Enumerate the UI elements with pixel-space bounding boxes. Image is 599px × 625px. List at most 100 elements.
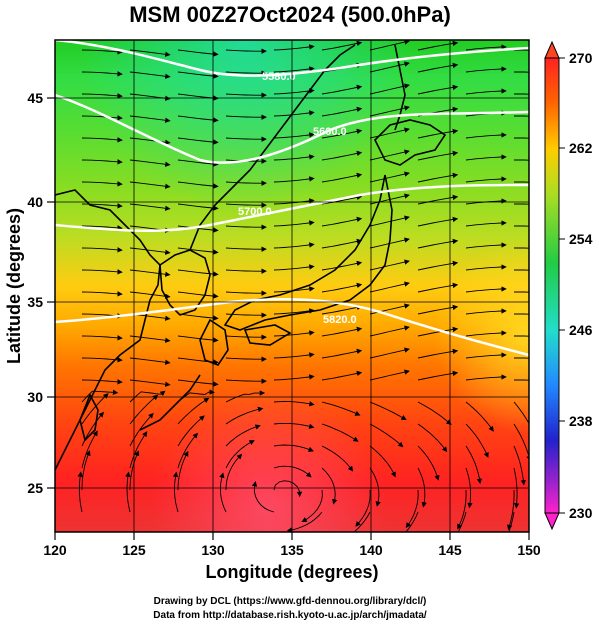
streamline [514, 357, 529, 359]
streamline [129, 137, 171, 145]
streamline [177, 181, 219, 189]
streamline [321, 106, 363, 117]
streamline [417, 304, 459, 315]
streamline [465, 374, 507, 381]
streamline [321, 128, 363, 139]
streamline [129, 203, 171, 211]
streamline [465, 242, 507, 249]
x-tick-label: 120 [43, 542, 67, 558]
streamline [81, 379, 123, 385]
streamline [465, 154, 507, 161]
streamline [369, 61, 410, 73]
streamline [369, 467, 381, 507]
streamline [225, 453, 243, 491]
streamline [225, 406, 264, 425]
streamline [81, 137, 123, 143]
streamline [129, 181, 171, 189]
x-tick-label: 145 [438, 542, 462, 558]
streamline [225, 334, 267, 340]
streamline [417, 40, 459, 51]
streamline [81, 115, 123, 121]
streamline [321, 423, 359, 442]
streamline [514, 225, 529, 227]
streamline [129, 269, 171, 277]
colorbar-tick-label: 262 [569, 140, 593, 156]
streamline [273, 374, 315, 381]
streamline [273, 132, 315, 139]
streamline [129, 412, 154, 447]
ryukyu-islands [139, 374, 201, 431]
streamline [177, 247, 219, 255]
streamline [129, 71, 171, 79]
colorbar-tick-label: 254 [569, 231, 593, 247]
streamline [514, 379, 529, 381]
streamline [273, 154, 315, 161]
streamline [465, 423, 489, 458]
page-title: MSM 00Z27Oct2024 (500.0hPa) [129, 2, 451, 27]
streamline [369, 281, 410, 293]
streamline [321, 194, 363, 205]
streamline [465, 286, 507, 293]
streamline [177, 397, 210, 425]
streamline [273, 44, 315, 51]
streamline [417, 423, 448, 453]
streamline [417, 62, 459, 73]
streamline [369, 171, 410, 183]
streamline [225, 92, 267, 98]
streamline [129, 247, 171, 255]
streamline [177, 203, 219, 211]
streamline [417, 282, 459, 293]
streamline [321, 282, 363, 293]
streamline [177, 115, 219, 123]
streamline [514, 71, 529, 73]
coastlines [55, 44, 447, 471]
streamline [369, 105, 410, 117]
height-contours [55, 40, 529, 357]
korea-coastline [159, 249, 211, 316]
sakhalin-coastline [394, 44, 406, 131]
y-tick-label: 35 [27, 294, 43, 310]
y-axis: 25 30 35 40 45 Latitude (degrees) [4, 90, 55, 496]
x-tick-label: 150 [517, 542, 541, 558]
streamline [369, 423, 404, 448]
streamline [417, 150, 459, 161]
streamline [465, 88, 507, 95]
streamline [369, 149, 410, 161]
y-tick-label: 40 [27, 194, 43, 210]
streamline [465, 352, 507, 359]
x-tick-label: 125 [122, 542, 146, 558]
streamline [465, 176, 507, 183]
streamline [321, 401, 361, 416]
streamline [129, 335, 171, 343]
x-tick-label: 140 [359, 542, 383, 558]
streamline [81, 247, 123, 253]
streamline [225, 202, 267, 208]
streamline [514, 269, 529, 271]
streamline [457, 489, 467, 530]
streamline [177, 137, 219, 145]
streamline [417, 326, 459, 337]
colorbar-top-triangle [544, 40, 560, 59]
streamline [514, 137, 529, 139]
streamline [81, 71, 123, 77]
streamline [514, 313, 529, 315]
streamline [417, 194, 459, 205]
streamline [172, 471, 179, 513]
streamline [369, 83, 410, 95]
streamline [417, 216, 459, 227]
streamline [273, 422, 315, 429]
streamline [465, 445, 483, 484]
credits-line-2: Data from http://database.rish.kyoto-u.a… [153, 610, 427, 621]
streamline [177, 432, 198, 469]
credits-line-1: Drawing by DCL (https://www.gfd-dennou.o… [153, 596, 427, 607]
streamline [225, 378, 267, 384]
streamline [369, 40, 410, 51]
colorbar: 270 262 254 246 238 230 [544, 40, 593, 531]
streamline [321, 150, 363, 161]
streamline [273, 242, 315, 249]
streamline [457, 511, 467, 532]
streamline [465, 467, 473, 509]
streamline [417, 370, 459, 381]
streamline [321, 260, 363, 271]
streamline [129, 115, 171, 123]
